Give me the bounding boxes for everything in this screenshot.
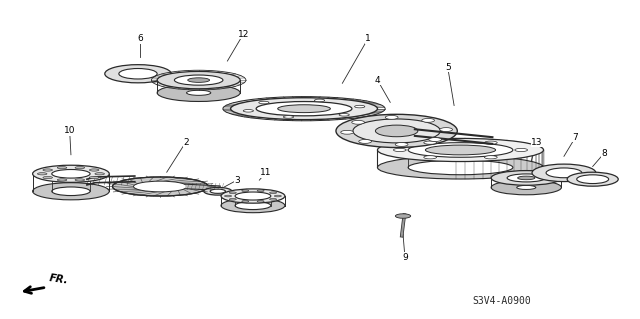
Ellipse shape — [429, 137, 442, 141]
Ellipse shape — [275, 195, 282, 197]
Ellipse shape — [119, 69, 157, 79]
Ellipse shape — [134, 181, 187, 192]
Ellipse shape — [230, 98, 378, 120]
Ellipse shape — [339, 114, 349, 116]
Text: S3V4-A0900: S3V4-A0900 — [472, 296, 531, 306]
Ellipse shape — [52, 187, 90, 196]
Ellipse shape — [394, 148, 406, 152]
Ellipse shape — [518, 176, 535, 180]
Ellipse shape — [90, 176, 99, 179]
Ellipse shape — [242, 200, 249, 202]
Ellipse shape — [359, 139, 372, 143]
Ellipse shape — [256, 101, 352, 116]
Ellipse shape — [491, 180, 561, 195]
Ellipse shape — [284, 116, 294, 118]
Ellipse shape — [105, 65, 172, 83]
Ellipse shape — [424, 141, 436, 144]
Ellipse shape — [95, 173, 104, 175]
Ellipse shape — [424, 156, 436, 159]
Text: 4: 4 — [374, 76, 380, 85]
Ellipse shape — [257, 190, 264, 192]
Text: 1: 1 — [365, 34, 371, 43]
Ellipse shape — [278, 105, 330, 113]
Ellipse shape — [577, 175, 609, 183]
Ellipse shape — [157, 84, 240, 101]
Text: 13: 13 — [531, 137, 543, 146]
Text: 6: 6 — [137, 34, 143, 43]
Ellipse shape — [484, 156, 497, 159]
Ellipse shape — [515, 148, 527, 152]
Ellipse shape — [314, 99, 324, 102]
Ellipse shape — [257, 200, 264, 202]
Ellipse shape — [157, 71, 240, 89]
Ellipse shape — [57, 179, 67, 181]
Ellipse shape — [229, 192, 236, 194]
Ellipse shape — [440, 128, 452, 131]
Ellipse shape — [336, 114, 458, 147]
Ellipse shape — [235, 202, 271, 210]
Ellipse shape — [33, 165, 109, 182]
Ellipse shape — [225, 195, 232, 197]
Ellipse shape — [235, 192, 271, 200]
Ellipse shape — [90, 169, 99, 171]
Text: 7: 7 — [573, 133, 579, 142]
Text: 5: 5 — [445, 63, 451, 72]
Ellipse shape — [269, 198, 276, 200]
Ellipse shape — [243, 109, 253, 112]
Ellipse shape — [378, 138, 543, 161]
Ellipse shape — [340, 130, 353, 134]
Ellipse shape — [352, 120, 365, 124]
Ellipse shape — [43, 176, 52, 179]
Ellipse shape — [396, 214, 411, 218]
Text: 12: 12 — [237, 30, 249, 39]
Ellipse shape — [546, 168, 582, 178]
Ellipse shape — [75, 167, 84, 169]
Text: 2: 2 — [183, 137, 189, 146]
Ellipse shape — [75, 179, 84, 181]
Text: 9: 9 — [402, 253, 408, 262]
Ellipse shape — [52, 169, 90, 178]
Ellipse shape — [516, 185, 536, 189]
Ellipse shape — [188, 78, 209, 82]
Ellipse shape — [353, 119, 440, 143]
Text: FR.: FR. — [49, 273, 69, 286]
Ellipse shape — [174, 75, 223, 85]
Ellipse shape — [355, 105, 365, 108]
Ellipse shape — [567, 172, 618, 186]
Ellipse shape — [37, 173, 47, 175]
Ellipse shape — [204, 188, 232, 195]
Ellipse shape — [507, 174, 545, 182]
Ellipse shape — [221, 189, 285, 203]
Text: 3: 3 — [234, 176, 240, 185]
Ellipse shape — [376, 125, 418, 137]
Ellipse shape — [484, 141, 497, 144]
Ellipse shape — [422, 118, 435, 122]
Ellipse shape — [532, 164, 596, 182]
Ellipse shape — [385, 115, 398, 119]
Ellipse shape — [221, 198, 285, 213]
Ellipse shape — [378, 156, 543, 179]
Ellipse shape — [408, 143, 513, 157]
Text: 8: 8 — [602, 149, 607, 158]
Text: 10: 10 — [64, 126, 76, 135]
Ellipse shape — [43, 169, 52, 171]
Ellipse shape — [229, 198, 236, 200]
Ellipse shape — [269, 192, 276, 194]
Ellipse shape — [491, 171, 561, 185]
Ellipse shape — [33, 183, 109, 200]
Ellipse shape — [242, 190, 249, 192]
Ellipse shape — [186, 90, 211, 95]
Ellipse shape — [210, 189, 225, 193]
Ellipse shape — [426, 145, 495, 155]
Ellipse shape — [408, 160, 513, 175]
Ellipse shape — [396, 143, 408, 146]
Ellipse shape — [113, 177, 208, 196]
Text: 11: 11 — [260, 168, 271, 177]
Ellipse shape — [57, 167, 67, 169]
Ellipse shape — [259, 101, 269, 104]
